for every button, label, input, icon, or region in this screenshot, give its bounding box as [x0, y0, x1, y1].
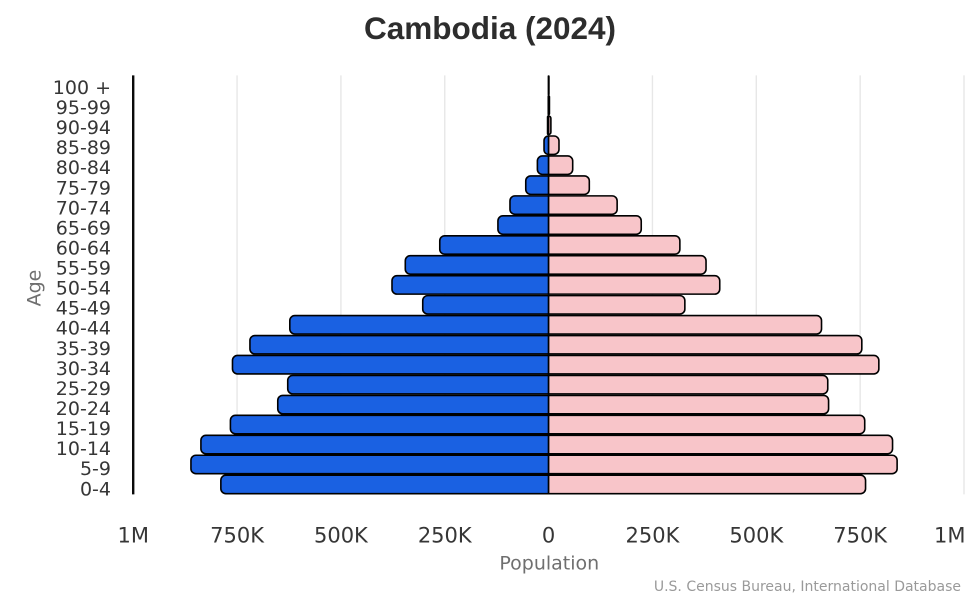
bar-female-15-19: [547, 414, 866, 435]
bar-female-0-4: [547, 474, 867, 495]
bar-female-65-69: [547, 215, 643, 236]
bar-female-70-74: [547, 195, 618, 216]
bar-female-25-29: [547, 374, 829, 395]
bar-male-0-4: [220, 474, 550, 495]
bar-female-5-9: [547, 454, 898, 475]
bar-male-35-39: [249, 334, 550, 355]
bar-female-10-14: [547, 434, 894, 455]
age-label-90-94: 90-94: [56, 117, 111, 139]
bar-male-80-84: [536, 155, 550, 176]
y-axis-title: Age: [23, 270, 45, 307]
x-tick-6: 500K: [729, 524, 784, 548]
age-label-75-79: 75-79: [56, 177, 111, 199]
source-note: U.S. Census Bureau, International Databa…: [654, 579, 961, 595]
bar-female-30-34: [547, 354, 880, 375]
bar-male-45-49: [421, 294, 550, 315]
male-bars: [190, 75, 550, 495]
chart-title: Cambodia (2024): [364, 10, 616, 46]
bar-male-5-9: [190, 454, 550, 475]
bar-female-90-94: [547, 115, 552, 136]
age-label-80-84: 80-84: [56, 157, 111, 179]
age-label-5-9: 5-9: [80, 458, 111, 480]
bar-male-15-19: [229, 414, 550, 435]
bar-male-55-59: [404, 254, 550, 275]
bar-male-25-29: [286, 374, 550, 395]
x-tick-8: 1M: [934, 524, 965, 548]
bar-female-85-89: [547, 135, 560, 156]
age-label-60-64: 60-64: [56, 237, 111, 259]
x-tick-5: 250K: [626, 524, 681, 548]
bar-female-40-44: [547, 314, 823, 335]
age-label-70-74: 70-74: [56, 197, 111, 219]
x-tick-1: 750K: [210, 524, 265, 548]
bar-female-45-49: [547, 294, 686, 315]
bar-female-55-59: [547, 254, 707, 275]
x-tick-0: 1M: [117, 524, 148, 548]
age-label-50-54: 50-54: [56, 278, 111, 300]
age-label-15-19: 15-19: [56, 418, 111, 440]
age-label-35-39: 35-39: [56, 338, 111, 360]
age-label-100-plus: 100 +: [53, 77, 111, 99]
bar-male-70-74: [509, 195, 550, 216]
bar-female-95-99: [547, 95, 551, 116]
age-label-40-44: 40-44: [56, 318, 111, 340]
age-label-10-14: 10-14: [56, 438, 111, 460]
bar-male-30-34: [231, 354, 550, 375]
female-bars: [547, 75, 898, 495]
x-axis-title: Population: [499, 553, 599, 575]
bar-male-85-89: [543, 135, 550, 156]
age-label-20-24: 20-24: [56, 398, 111, 420]
age-label-25-29: 25-29: [56, 378, 111, 400]
bar-male-75-79: [524, 175, 550, 196]
age-label-45-49: 45-49: [56, 298, 111, 320]
bar-male-50-54: [391, 274, 550, 295]
age-label-65-69: 65-69: [56, 217, 111, 239]
x-tick-2: 500K: [314, 524, 369, 548]
x-tick-3: 250K: [418, 524, 473, 548]
x-tick-4: 0: [542, 524, 555, 548]
bar-male-20-24: [276, 394, 550, 415]
bar-female-80-84: [547, 155, 574, 176]
bar-male-60-64: [438, 234, 550, 256]
age-label-55-59: 55-59: [56, 258, 111, 280]
bar-male-10-14: [200, 434, 550, 455]
age-group-tick-labels: 100 +95-9990-9485-8980-8475-7970-7465-69…: [53, 77, 111, 500]
age-label-30-34: 30-34: [56, 358, 111, 380]
bar-female-60-64: [547, 234, 681, 256]
x-tick-7: 750K: [833, 524, 888, 548]
bar-female-75-79: [547, 175, 591, 196]
bar-male-40-44: [289, 314, 550, 335]
bar-female-50-54: [547, 274, 721, 295]
age-label-95-99: 95-99: [56, 97, 111, 119]
age-label-85-89: 85-89: [56, 137, 111, 159]
population-tick-labels: 1M 750K 500K 250K 0 250K 500K 750K 1M: [117, 524, 965, 548]
bar-female-20-24: [547, 394, 830, 415]
bar-male-65-69: [497, 215, 550, 236]
age-label-0-4: 0-4: [80, 478, 111, 500]
bar-female-35-39: [547, 334, 863, 355]
